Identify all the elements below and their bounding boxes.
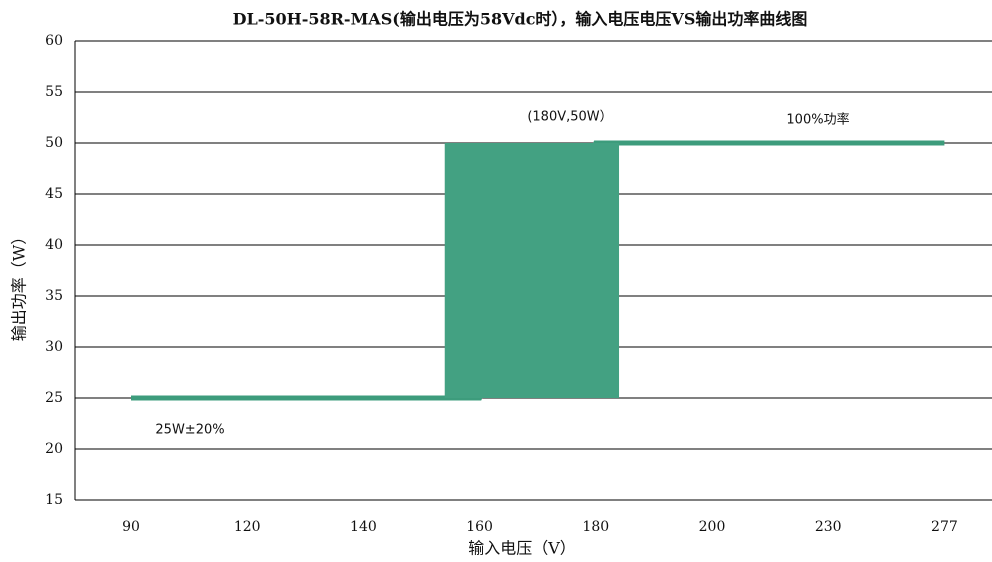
x-tick-label: 180 bbox=[582, 519, 609, 535]
x-tick-label: 120 bbox=[234, 519, 261, 535]
y-tick-label: 25 bbox=[45, 390, 63, 406]
x-tick-label: 277 bbox=[931, 519, 958, 535]
x-tick-label: 160 bbox=[466, 519, 493, 535]
annotation: 100%功率 bbox=[786, 112, 849, 128]
y-tick-label: 30 bbox=[45, 339, 63, 355]
x-tick-label: 230 bbox=[815, 519, 842, 535]
annotation: 25W±20% bbox=[155, 423, 224, 438]
range-box bbox=[444, 143, 620, 398]
y-axis-label: 输出功率（W） bbox=[10, 229, 29, 341]
y-tick-label: 55 bbox=[45, 84, 63, 100]
y-tick-label: 35 bbox=[45, 288, 63, 304]
x-tick-label: 200 bbox=[699, 519, 726, 535]
y-tick-label: 50 bbox=[45, 135, 63, 151]
y-tick-label: 45 bbox=[45, 186, 63, 202]
y-tick-label: 20 bbox=[45, 441, 63, 457]
y-tick-label: 15 bbox=[45, 492, 63, 508]
x-axis-label: 输入电压（V） bbox=[468, 539, 576, 558]
chart-title: DL-50H-58R-MAS(输出电压为58Vdc时），输入电压电压VS输出功率… bbox=[233, 10, 808, 29]
y-tick-label: 60 bbox=[45, 33, 63, 49]
x-tick-label: 140 bbox=[350, 519, 377, 535]
annotation: (180V,50W） bbox=[527, 110, 612, 125]
x-tick-label: 90 bbox=[122, 519, 140, 535]
y-tick-label: 40 bbox=[45, 237, 63, 253]
